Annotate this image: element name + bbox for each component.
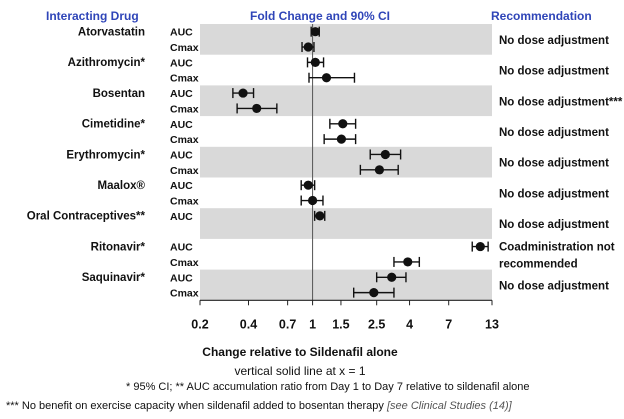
param-label: Cmax [170, 288, 199, 300]
drug-label: Atorvastatin [78, 27, 145, 39]
param-label: AUC [170, 272, 193, 284]
group-band [200, 85, 492, 117]
point-estimate [336, 134, 347, 144]
x-tick-label: 0.7 [279, 317, 296, 331]
param-label: AUC [170, 27, 193, 39]
recommendation-text: No dose adjustment [499, 158, 609, 170]
recommendation-text: No dose adjustment [499, 35, 609, 47]
drug-label: Azithromycin* [68, 57, 146, 69]
param-label: AUC [170, 57, 193, 69]
param-label: AUC [170, 211, 193, 223]
drug-label: Ritonavir* [91, 241, 146, 253]
param-label: Cmax [170, 257, 199, 269]
param-label: AUC [170, 119, 193, 131]
param-label: Cmax [170, 73, 199, 85]
x-axis-note: vertical solid line at x = 1 [234, 364, 366, 378]
recommendation-text: No dose adjustment [499, 127, 609, 139]
x-tick-label: 0.4 [240, 317, 257, 331]
point-estimate [303, 180, 313, 190]
point-estimate [238, 88, 248, 98]
recommendation-text: Coadministration not [499, 241, 615, 253]
x-tick-label: 1 [309, 317, 316, 331]
footnote-reference: [see Clinical Studies (14)] [386, 400, 512, 412]
point-estimate [252, 103, 262, 114]
footnote-bosentan-text: *** No benefit on exercise capacity when… [6, 400, 384, 412]
recommendation-text: No dose adjustment [499, 219, 609, 231]
group-band [200, 146, 492, 178]
recommendation-text: No dose adjustment*** [499, 96, 623, 108]
group-band [200, 269, 492, 301]
param-label: AUC [170, 149, 193, 161]
footnote-bosentan: *** No benefit on exercise capacity when… [6, 400, 512, 412]
recommendation-text: No dose adjustment [499, 188, 609, 200]
point-estimate [310, 57, 320, 67]
point-estimate [374, 165, 385, 175]
point-estimate [338, 119, 348, 129]
point-estimate [380, 149, 390, 160]
point-estimate [310, 27, 320, 37]
param-label: AUC [170, 88, 193, 100]
recommendation-text: recommended [499, 258, 578, 270]
param-label: AUC [170, 242, 193, 254]
drug-label: Saquinavir* [82, 272, 146, 284]
drug-label: Erythromycin* [66, 149, 145, 161]
x-tick-label: 1.5 [332, 317, 349, 331]
recommendation-text: No dose adjustment [499, 66, 609, 78]
point-estimate [307, 195, 318, 206]
x-tick-label: 13 [485, 317, 499, 331]
param-label: Cmax [170, 196, 199, 208]
x-tick-label: 0.2 [191, 317, 208, 331]
group-band [200, 24, 492, 55]
drug-label: Cimetidine* [82, 119, 146, 131]
drug-label: Maalox® [98, 180, 146, 192]
recommendation-text: No dose adjustment [499, 280, 609, 292]
point-estimate [315, 211, 325, 221]
interacting-drug-header: Interacting Drug [46, 9, 139, 23]
fold-change-header: Fold Change and 90% CI [250, 9, 391, 23]
param-label: Cmax [170, 134, 199, 146]
point-estimate [369, 288, 379, 298]
drug-label: Bosentan [93, 88, 145, 100]
param-label: Cmax [170, 103, 199, 115]
x-tick-label: 4 [406, 317, 413, 331]
point-estimate [321, 73, 332, 83]
param-label: Cmax [170, 165, 199, 177]
group-band [200, 208, 492, 239]
point-estimate [475, 241, 485, 252]
x-axis-label: Change relative to Sildenafil alone [202, 345, 398, 359]
drug-label: Oral Contraceptives** [27, 211, 146, 223]
recommendation-header: Recommendation [491, 9, 592, 23]
param-label: AUC [170, 180, 193, 192]
footnote-ci: * 95% CI; ** AUC accumulation ratio from… [126, 381, 530, 393]
param-label: Cmax [170, 42, 199, 54]
point-estimate [387, 272, 397, 282]
x-tick-label: 2.5 [368, 317, 385, 331]
x-tick-label: 7 [445, 317, 452, 331]
point-estimate [303, 42, 313, 52]
point-estimate [403, 257, 413, 267]
